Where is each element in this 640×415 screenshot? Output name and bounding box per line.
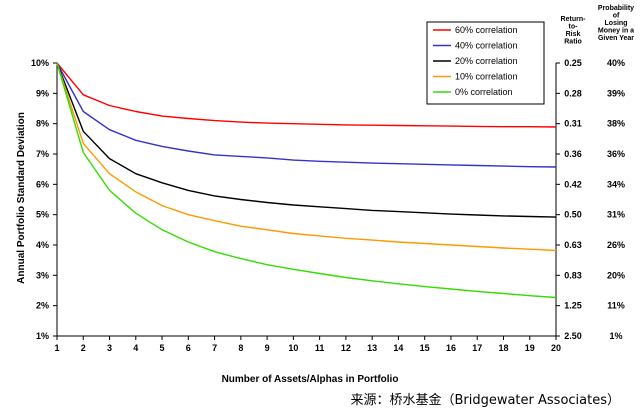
right-axis-2-tick-label: 39% bbox=[607, 88, 625, 98]
legend: 60% correlation 40% correlation 20% correl… bbox=[426, 21, 545, 105]
legend-label: 40% correlation bbox=[455, 41, 518, 51]
right-axis-1-tick-label: 0.36 bbox=[564, 149, 582, 159]
y-axis-left: 10% 9% 8% 7% 6% 5% 4% 3% 2% 1% bbox=[31, 58, 57, 341]
right-axis-1-tick-label: 0.28 bbox=[564, 88, 582, 98]
x-tick-label: 2 bbox=[81, 343, 86, 353]
right-axis-1-tick-label: 0.50 bbox=[564, 210, 582, 220]
series-line bbox=[56, 62, 557, 168]
x-tick-label: 9 bbox=[265, 343, 270, 353]
series-line bbox=[56, 62, 557, 299]
y-tick-label: 2% bbox=[36, 301, 49, 311]
x-tick-label: 13 bbox=[367, 343, 377, 353]
source-note: 来源：桥水基金（Bridgewater Associates） bbox=[350, 392, 620, 408]
right-axis-2-tick-label: 26% bbox=[607, 240, 625, 250]
right-axis-1-title-line: Return- bbox=[561, 16, 587, 23]
x-tick-label: 11 bbox=[315, 343, 325, 353]
y-tick-label: 7% bbox=[36, 149, 49, 159]
right-axis-2-tick-label: 11% bbox=[607, 301, 625, 311]
x-tick-label: 12 bbox=[341, 343, 351, 353]
x-tick-label: 1 bbox=[54, 343, 59, 353]
x-tick-label: 10 bbox=[288, 343, 298, 353]
y-axis-title: Annual Portfolio Standard Deviation bbox=[16, 112, 27, 284]
y-tick-label: 9% bbox=[36, 88, 49, 98]
right-axis-2-title-line: Given Year bbox=[598, 35, 634, 42]
legend-label: 10% correlation bbox=[455, 72, 518, 82]
right-axis-1-tick-label: 2.50 bbox=[564, 331, 582, 341]
x-tick-label: 6 bbox=[186, 343, 191, 353]
x-tick-label: 20 bbox=[551, 343, 561, 353]
legend-box bbox=[426, 21, 545, 105]
right-axis-2-title-line: Money in a bbox=[598, 28, 634, 35]
x-tick-label: 19 bbox=[525, 343, 535, 353]
right-axis-2-title-line: Losing bbox=[605, 20, 628, 27]
series-line bbox=[56, 62, 557, 128]
y-tick-label: 5% bbox=[36, 210, 49, 220]
right-axis-2-tick-label: 31% bbox=[607, 210, 625, 220]
right-axis-2-tick-label: 36% bbox=[607, 149, 625, 159]
right-axis-2-tick-label: 1% bbox=[609, 331, 622, 341]
right-axis-2-tick-label: 34% bbox=[607, 179, 625, 189]
y-tick-label: 4% bbox=[36, 240, 49, 250]
legend-label: 60% correlation bbox=[455, 25, 518, 35]
right-axis-2-tick-label: 40% bbox=[607, 58, 625, 68]
series-line bbox=[56, 62, 557, 218]
x-tick-label: 14 bbox=[393, 343, 403, 353]
right-axis-1-tick-label: 0.25 bbox=[564, 58, 582, 68]
legend-label: 20% correlation bbox=[455, 56, 518, 66]
y-tick-label: 8% bbox=[36, 119, 49, 129]
series-layer bbox=[56, 62, 557, 299]
right-axis-1-title-line: Ratio bbox=[564, 39, 582, 46]
x-tick-label: 16 bbox=[446, 343, 456, 353]
x-axis: 1 2 3 4 5 6 7 8 9 10 11 12 13 14 15 16 17 18 19 20 bbox=[54, 336, 561, 353]
right-axis-1-tick-label: 1.25 bbox=[564, 301, 582, 311]
x-tick-label: 17 bbox=[472, 343, 482, 353]
x-tick-label: 4 bbox=[133, 343, 138, 353]
legend-label: 0% correlation bbox=[455, 87, 513, 97]
y-tick-label: 6% bbox=[36, 179, 49, 189]
right-axis-1-tick-label: 0.42 bbox=[564, 179, 582, 189]
series-line bbox=[56, 62, 557, 252]
right-axis-2-title-line: of bbox=[613, 13, 620, 20]
y-tick-label: 10% bbox=[31, 58, 49, 68]
right-axis-1-title-line: to- bbox=[569, 24, 579, 31]
x-tick-label: 3 bbox=[107, 343, 112, 353]
x-tick-label: 5 bbox=[160, 343, 165, 353]
x-tick-label: 8 bbox=[238, 343, 243, 353]
right-axis-1-tick-label: 0.83 bbox=[564, 270, 582, 280]
x-tick-label: 18 bbox=[498, 343, 508, 353]
right-axis-1-tick-label: 0.31 bbox=[564, 119, 582, 129]
y-tick-label: 3% bbox=[36, 270, 49, 280]
right-axis-1-tick-label: 0.63 bbox=[564, 240, 582, 250]
right-axis-1-title-line: Risk bbox=[566, 31, 581, 38]
x-tick-label: 7 bbox=[212, 343, 217, 353]
x-tick-label: 15 bbox=[420, 343, 430, 353]
right-axis-2-title-line: Probability bbox=[598, 5, 634, 12]
x-axis-title: Number of Assets/Alphas in Portfolio bbox=[222, 374, 399, 385]
right-axis-2-tick-label: 20% bbox=[607, 270, 625, 280]
y-tick-label: 1% bbox=[36, 331, 49, 341]
plot-frame bbox=[56, 63, 557, 337]
right-axis-2-tick-label: 38% bbox=[607, 119, 625, 129]
